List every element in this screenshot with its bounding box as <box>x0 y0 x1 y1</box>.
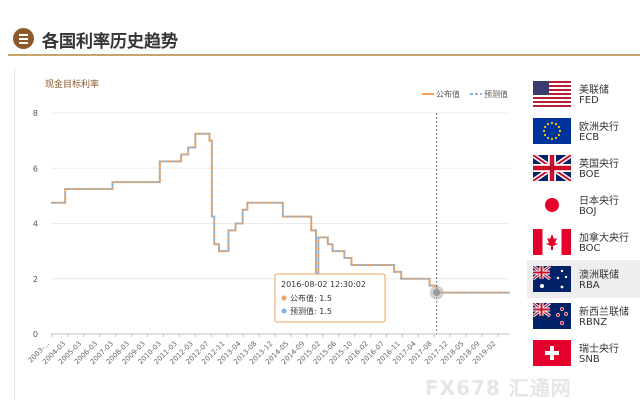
bank-code: BOJ <box>579 206 597 217</box>
ch-flag-icon <box>533 340 571 366</box>
bank-name: 美联储 <box>579 85 609 96</box>
menu-icon[interactable] <box>13 28 34 49</box>
bank-code: SNB <box>579 354 600 365</box>
y-tick-label: 6 <box>33 164 38 173</box>
tooltip-box <box>274 273 386 323</box>
legend-label: 公布值 <box>436 89 460 99</box>
ca-flag-icon <box>533 229 571 255</box>
y-tick-label: 4 <box>33 220 38 229</box>
tooltip-title: 2016-08-02 12:30:02 <box>281 280 366 289</box>
bank-code: RBA <box>579 280 600 291</box>
bank-name: 瑞士央行 <box>579 344 619 355</box>
header-divider <box>8 54 640 56</box>
bank-code: ECB <box>579 132 600 143</box>
bank-name: 欧洲央行 <box>579 122 619 133</box>
nz-flag-icon <box>533 303 571 329</box>
eu-flag-icon <box>533 118 571 144</box>
tooltip-dot <box>281 308 287 314</box>
series-line-published <box>51 132 510 294</box>
y-tick-label: 8 <box>33 109 38 118</box>
au-flag-icon <box>533 266 571 292</box>
bank-item-rbnz[interactable]: 新西兰联储 RBNZ <box>527 297 640 335</box>
y-tick-label: 2 <box>33 275 38 284</box>
page-title: 各国利率历史趋势 <box>42 32 178 52</box>
bank-item-boe[interactable]: 英国央行 BOE <box>527 149 640 187</box>
tooltip-dot <box>281 295 287 301</box>
bank-item-fed[interactable]: 美联储 FED <box>527 75 640 113</box>
bank-item-rba[interactable]: 澳洲联储 RBA <box>527 260 640 298</box>
bank-item-boc[interactable]: 加拿大央行 BOC <box>527 223 640 261</box>
bank-code: BOE <box>579 169 600 180</box>
bank-name: 加拿大央行 <box>579 233 629 244</box>
jp-flag-icon <box>533 192 571 218</box>
hover-point <box>433 289 441 297</box>
series-line-forecast <box>51 133 510 294</box>
legend-label: 预测值 <box>484 89 508 99</box>
bank-code: FED <box>579 95 599 106</box>
bank-name: 日本央行 <box>579 196 619 207</box>
bank-item-boj[interactable]: 日本央行 BOJ <box>527 186 640 224</box>
watermark-logo: FX678 汇通网 <box>425 376 572 400</box>
bank-code: BOC <box>579 243 601 254</box>
bank-name: 新西兰联储 <box>579 307 629 318</box>
bank-name: 英国央行 <box>579 159 619 170</box>
bank-name: 澳洲联储 <box>579 270 619 281</box>
uk-flag-icon <box>533 155 571 181</box>
bank-item-snb[interactable]: 瑞士央行 SNB <box>527 334 640 372</box>
bank-code: RBNZ <box>579 317 608 328</box>
chart-title: 现金目标利率 <box>45 78 99 90</box>
tooltip-row: 预测值: 1.5 <box>290 306 332 316</box>
tooltip-row: 公布值: 1.5 <box>290 293 332 303</box>
bank-item-ecb[interactable]: 欧洲央行 ECB <box>527 112 640 150</box>
y-tick-label: 0 <box>33 330 38 339</box>
us-flag-icon <box>533 81 571 107</box>
page-header: 各国利率历史趋势 <box>0 0 640 56</box>
